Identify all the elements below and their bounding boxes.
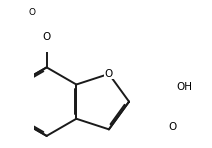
Text: OH: OH (176, 82, 192, 92)
Text: O: O (105, 69, 113, 79)
Text: O: O (29, 8, 36, 17)
Text: O: O (43, 32, 51, 42)
Text: O: O (169, 122, 177, 132)
